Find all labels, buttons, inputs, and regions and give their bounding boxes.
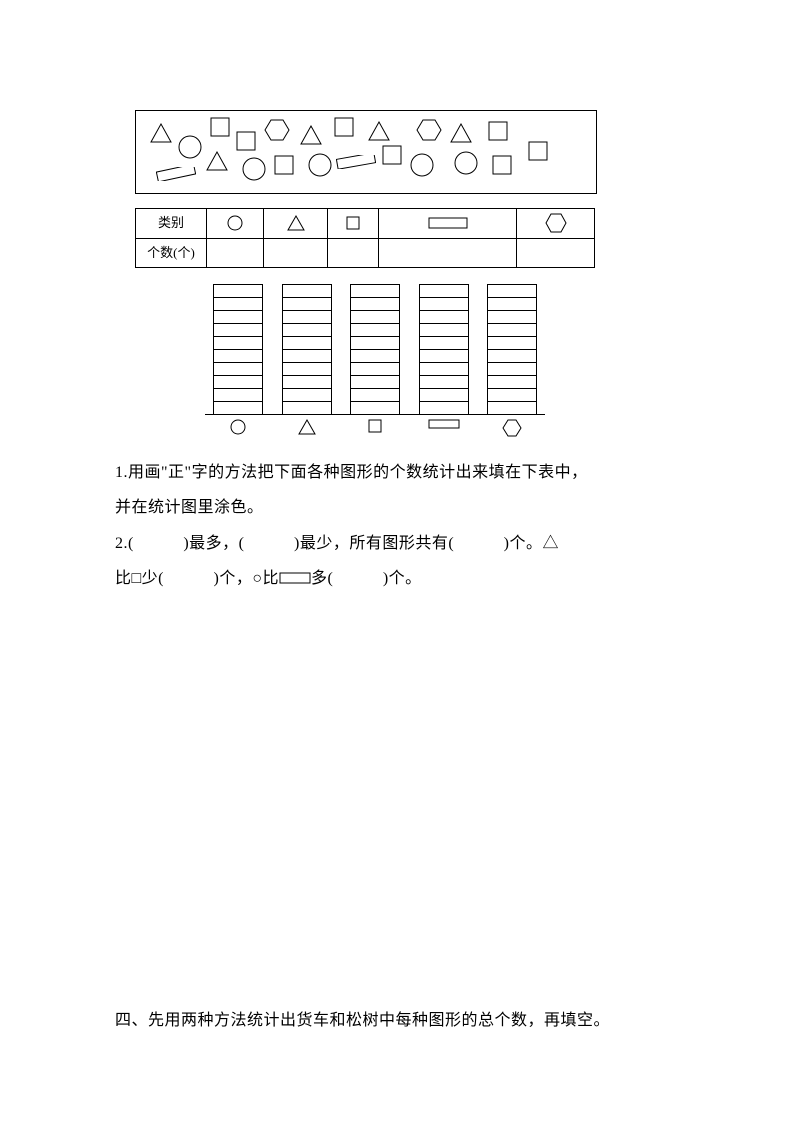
triangle-icon <box>150 123 172 143</box>
circle-icon <box>230 419 246 435</box>
square-icon <box>382 145 402 165</box>
chart-labels <box>205 415 545 437</box>
table-row: 个数(个) <box>136 238 595 268</box>
bar-column <box>487 284 537 414</box>
question-1-line2: 并在统计图里涂色。 <box>115 490 675 525</box>
square-icon <box>334 117 354 137</box>
bar-column <box>213 284 263 414</box>
hexagon-icon <box>416 119 442 141</box>
square-icon <box>488 121 508 141</box>
square-icon <box>274 155 294 175</box>
col-square <box>328 209 379 239</box>
circle-icon <box>308 153 332 177</box>
rect-icon <box>336 155 376 169</box>
circle-icon <box>410 153 434 177</box>
square-icon <box>236 131 256 151</box>
table-row: 类别 <box>136 209 595 239</box>
count-table: 类别 个数(个) <box>135 208 595 268</box>
square-icon <box>492 155 512 175</box>
triangle-icon <box>368 121 390 141</box>
bar-column <box>350 284 400 414</box>
circle-icon <box>454 151 478 175</box>
question-1-line1: 1.用画"正"字的方法把下面各种图形的个数统计出来填在下表中， <box>115 455 675 490</box>
col-rect <box>379 209 517 239</box>
question-2-line2: 比□少( )个，○比多( )个。 <box>115 561 675 596</box>
question-2-line1: 2.( )最多，( )最少，所有图形共有( )个。△ <box>115 526 675 561</box>
hexagon-icon <box>264 119 290 141</box>
triangle-icon <box>206 151 228 171</box>
section-4-heading: 四、先用两种方法统计出货车和松树中每种图形的总个数，再填空。 <box>115 1003 675 1038</box>
square-icon <box>210 117 230 137</box>
triangle-icon <box>450 123 472 143</box>
square-icon <box>368 419 382 433</box>
col-circle <box>207 209 264 239</box>
col-triangle <box>264 209 328 239</box>
rect-icon <box>428 419 460 429</box>
shapes-scatter-box <box>135 110 597 194</box>
hexagon-icon <box>502 419 522 437</box>
square-icon <box>528 141 548 161</box>
triangle-icon <box>300 125 322 145</box>
rect-icon <box>156 167 196 181</box>
rect-icon <box>279 572 311 584</box>
header-category: 类别 <box>136 209 207 239</box>
bar-column <box>419 284 469 414</box>
bar-chart <box>205 284 545 437</box>
circle-icon <box>178 135 202 159</box>
circle-icon <box>242 157 266 181</box>
col-hexagon <box>517 209 595 239</box>
header-count: 个数(个) <box>136 238 207 268</box>
bar-column <box>282 284 332 414</box>
triangle-icon <box>298 419 316 435</box>
